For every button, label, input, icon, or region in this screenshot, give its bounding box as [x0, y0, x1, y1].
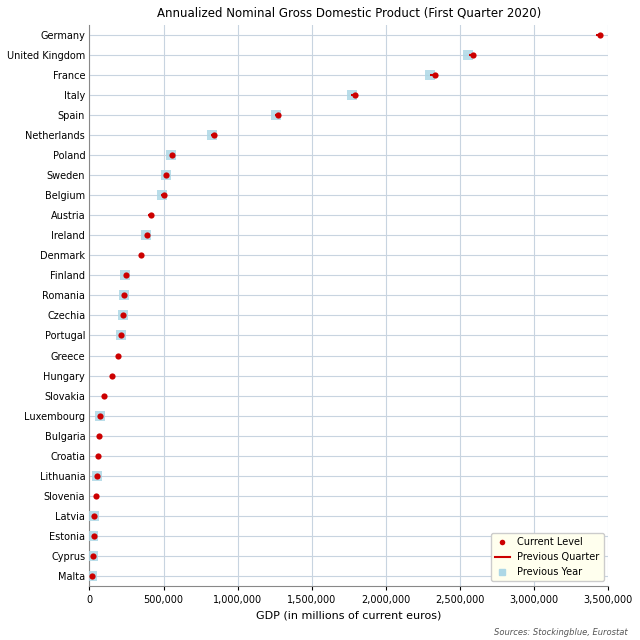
Point	[88, 550, 98, 561]
Point	[167, 150, 177, 161]
Point	[90, 511, 100, 521]
Point	[116, 330, 126, 340]
Point	[158, 190, 168, 200]
Point	[273, 110, 283, 120]
Point	[92, 470, 102, 481]
Title: Annualized Nominal Gross Domestic Product (First Quarter 2020): Annualized Nominal Gross Domestic Produc…	[157, 7, 541, 20]
Point	[99, 390, 109, 401]
Point	[161, 170, 171, 180]
X-axis label: GDP (in millions of current euros): GDP (in millions of current euros)	[256, 611, 442, 620]
Point	[468, 50, 479, 60]
Point	[88, 531, 99, 541]
Point	[347, 90, 357, 100]
Point	[92, 470, 102, 481]
Point	[93, 451, 103, 461]
Point	[161, 170, 172, 180]
Point	[207, 130, 218, 140]
Point	[146, 211, 156, 221]
Point	[88, 550, 98, 561]
Point	[118, 310, 129, 321]
Point	[108, 371, 118, 381]
Point	[86, 570, 97, 580]
Point	[142, 230, 152, 241]
Point	[118, 291, 129, 301]
Point	[113, 350, 124, 360]
Point	[136, 250, 146, 260]
Legend: Current Level, Previous Quarter, Previous Year: Current Level, Previous Quarter, Previou…	[491, 533, 604, 581]
Point	[95, 410, 105, 420]
Point	[119, 291, 129, 301]
Point	[120, 270, 131, 280]
Point	[89, 511, 99, 521]
Point	[463, 50, 474, 60]
Point	[116, 330, 126, 340]
Point	[95, 410, 106, 420]
Point	[93, 431, 104, 441]
Point	[141, 230, 151, 241]
Point	[86, 570, 97, 580]
Point	[120, 270, 131, 280]
Point	[209, 130, 219, 140]
Point	[595, 30, 605, 40]
Point	[426, 70, 436, 81]
Point	[157, 190, 168, 200]
Point	[349, 90, 360, 100]
Point	[166, 150, 176, 161]
Point	[430, 70, 440, 81]
Point	[118, 310, 128, 321]
Text: Sources: Stockingblue, Eurostat: Sources: Stockingblue, Eurostat	[493, 628, 627, 637]
Point	[271, 110, 282, 120]
Point	[92, 490, 102, 500]
Point	[88, 531, 99, 541]
